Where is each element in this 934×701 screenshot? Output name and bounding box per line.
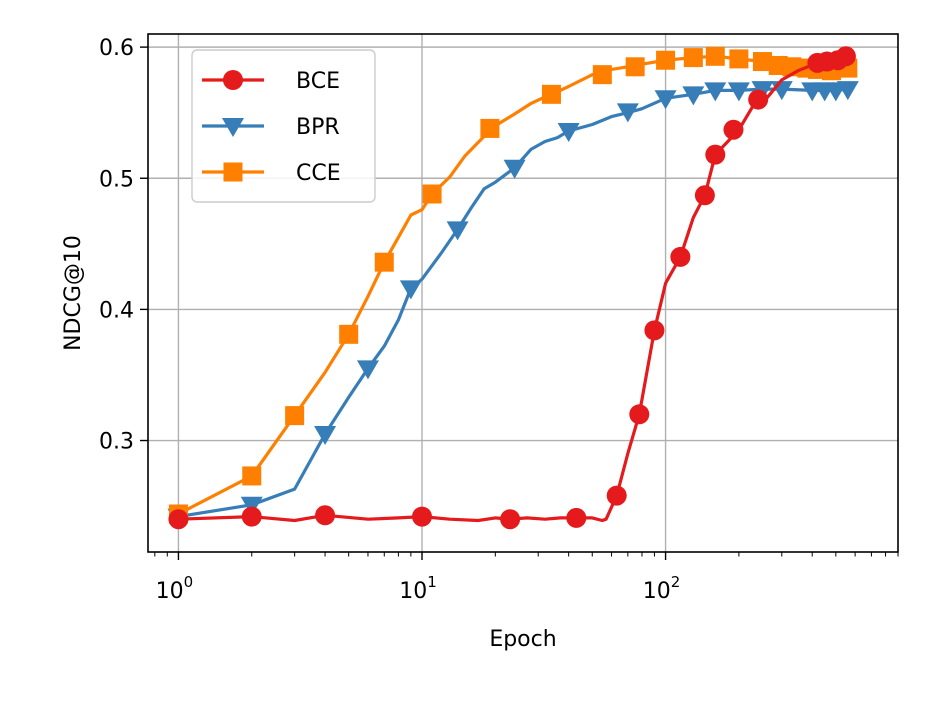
data-point-bpr (446, 221, 469, 241)
data-point-bpr (314, 425, 337, 445)
legend-marker-bce (223, 70, 243, 90)
data-point-cce (729, 49, 749, 69)
data-point-bpr (654, 90, 677, 110)
data-point-bce (606, 485, 627, 506)
data-point-cce (592, 65, 612, 85)
data-point-bce (670, 246, 691, 267)
data-point-bce (644, 320, 665, 341)
data-point-cce (705, 46, 725, 66)
data-point-bce (705, 144, 726, 165)
data-point-bce (241, 506, 262, 527)
data-point-bce (835, 46, 856, 67)
data-point-bpr (503, 159, 526, 179)
data-point-bpr (557, 123, 580, 143)
data-point-bce (315, 505, 336, 526)
y-tick-label: 0.4 (99, 298, 134, 323)
data-point-bpr (399, 280, 422, 300)
data-point-cce (683, 48, 703, 68)
y-axis-label: NDCG@10 (61, 235, 86, 351)
data-point-bpr (356, 360, 379, 380)
legend-marker-bpr (222, 118, 244, 137)
data-point-bpr (616, 103, 639, 123)
data-point-cce (480, 118, 500, 138)
data-point-bce (500, 509, 521, 530)
y-tick-label: 0.3 (99, 430, 134, 455)
data-point-bce (168, 509, 189, 530)
data-point-cce (753, 52, 773, 72)
legend-marker-cce (223, 162, 243, 182)
ticks: 100 101 102 0.3 0.4 0.5 0.6 (99, 36, 899, 604)
data-point-bce (566, 507, 587, 528)
data-point-bce (723, 119, 744, 140)
data-point-cce (339, 324, 359, 344)
data-point-bpr (240, 496, 263, 516)
data-point-bpr (704, 82, 727, 102)
y-tick-label: 0.6 (99, 36, 134, 61)
data-point-bpr (836, 81, 859, 101)
plot-frame (147, 33, 899, 553)
plot-series (167, 46, 859, 530)
x-tick-label: 102 (643, 573, 681, 604)
data-point-cce (656, 50, 676, 70)
data-point-bpr (727, 82, 750, 102)
data-point-bce (629, 404, 650, 425)
series-bpr (167, 81, 859, 528)
legend-label-cce: CCE (296, 161, 341, 186)
series-bce (168, 46, 856, 530)
x-tick-label: 100 (156, 573, 194, 604)
data-point-cce (285, 406, 305, 426)
data-point-bpr (682, 86, 705, 106)
data-point-bce (412, 506, 433, 527)
data-point-bce (748, 89, 769, 110)
data-point-cce (374, 252, 394, 272)
x-axis-label: Epoch (489, 627, 556, 652)
legend-label-bce: BCE (296, 69, 340, 94)
legend: BCE BPR CCE (191, 49, 376, 203)
y-tick-label: 0.5 (99, 167, 134, 192)
data-point-bce (694, 185, 715, 206)
data-point-cce (541, 84, 561, 104)
data-point-cce (422, 184, 442, 204)
data-point-cce (242, 466, 262, 486)
data-point-cce (625, 57, 645, 77)
x-tick-label: 101 (399, 573, 437, 604)
legend-label-bpr: BPR (296, 115, 340, 140)
